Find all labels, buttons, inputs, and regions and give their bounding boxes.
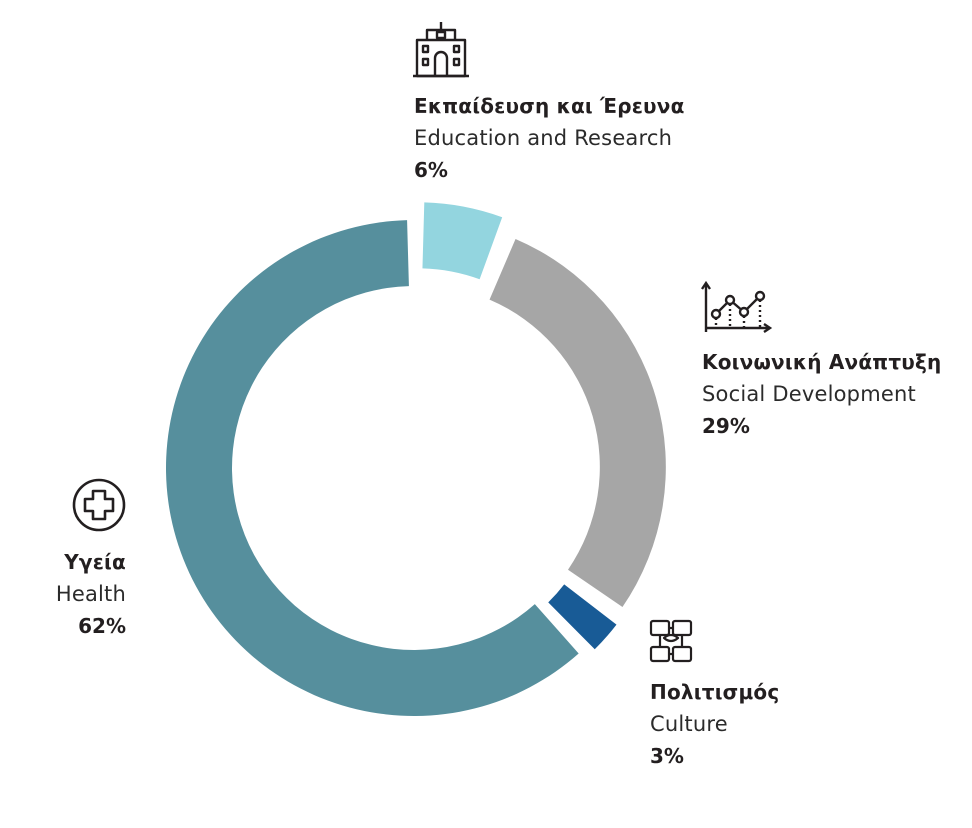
label-health: Υγεία Health 62% [20,546,126,642]
donut-slices [165,202,666,717]
label-education-research: Εκπαίδευση και Έρευνα Education and Rese… [414,90,685,186]
slice-culture [548,584,617,650]
slice-health [165,220,579,717]
label-culture-greek: Πολιτισμός [650,680,780,704]
label-social-greek: Κοινωνική Ανάπτυξη [702,350,942,374]
label-culture-english: Culture [650,712,728,736]
label-culture-percent: 3% [650,744,684,768]
label-education-percent: 6% [414,158,448,182]
label-social-english: Social Development [702,382,916,406]
label-health-percent: 62% [78,614,126,638]
label-social-percent: 29% [702,414,750,438]
slice-education-and-research [422,202,503,280]
slice-social-development [489,238,666,607]
label-education-greek: Εκπαίδευση και Έρευνα [414,94,685,118]
medical-cross-icon [72,478,126,532]
growth-line-chart-icon [701,280,773,333]
school-building-icon [413,22,469,78]
label-social-development: Κοινωνική Ανάπτυξη Social Development 29… [702,346,941,442]
label-health-greek: Υγεία [64,550,126,574]
label-culture: Πολιτισμός Culture 3% [650,676,779,772]
label-health-english: Health [55,582,126,606]
joined-hands-icon [649,619,693,663]
label-education-english: Education and Research [414,126,673,150]
